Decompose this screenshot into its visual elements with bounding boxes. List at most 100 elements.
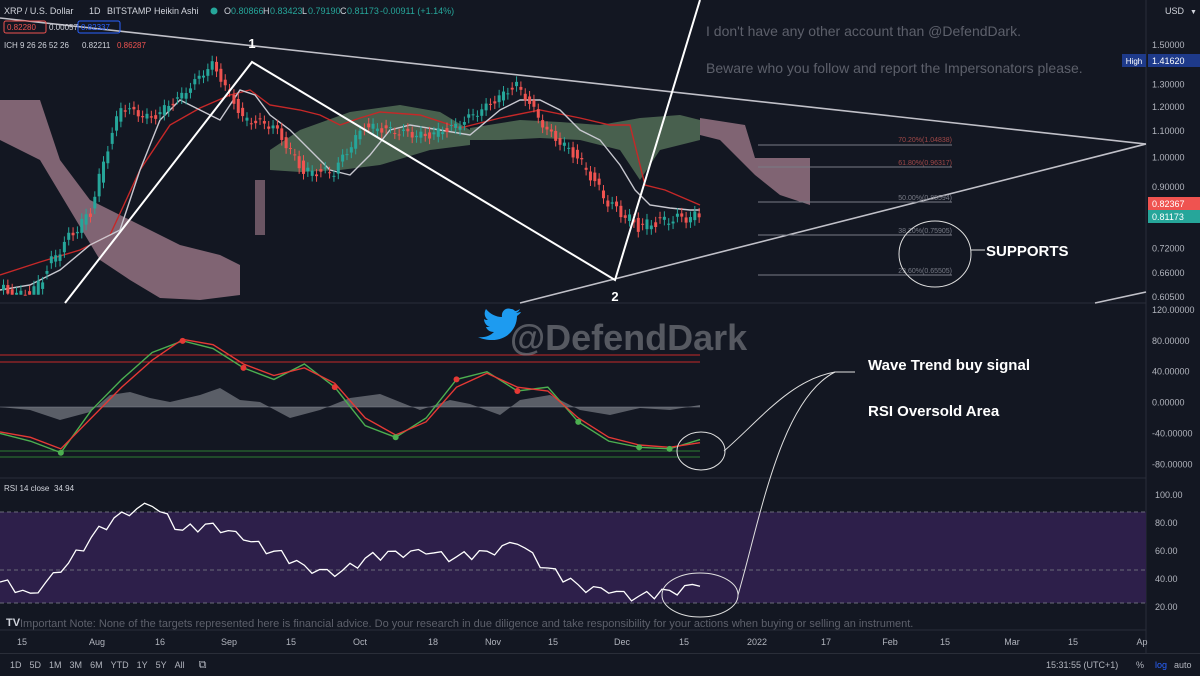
candle-body bbox=[428, 132, 432, 139]
clock[interactable]: 15:31:55 (UTC+1) bbox=[1046, 660, 1119, 670]
candle-body bbox=[123, 110, 127, 112]
wt-dot bbox=[636, 444, 643, 451]
time-tick-label: Dec bbox=[614, 637, 631, 647]
candle-body bbox=[380, 128, 384, 133]
candle-body bbox=[128, 108, 132, 110]
candle-body bbox=[549, 129, 553, 132]
time-tick-label: Ap bbox=[1136, 637, 1147, 647]
supports-ellipse bbox=[898, 220, 972, 288]
candle-body bbox=[193, 79, 197, 85]
symbol-name[interactable]: XRP / U.S. Dollar bbox=[4, 6, 73, 16]
candle-body bbox=[484, 103, 488, 111]
price-tick-label: 1.20000 bbox=[1152, 102, 1185, 112]
calendar-icon[interactable]: ⧉ bbox=[198, 658, 207, 671]
fib-label-236: 23.60%(0.65505) bbox=[898, 268, 952, 275]
candle-body bbox=[458, 126, 462, 130]
timeframe-1y[interactable]: 1Y bbox=[136, 660, 148, 670]
candle-body bbox=[462, 122, 466, 125]
fib-label-50: 50.00%(0.85594) bbox=[898, 195, 952, 202]
wt-tick-label: 0.00000 bbox=[1152, 398, 1185, 408]
candle-body bbox=[167, 105, 171, 112]
timeframe-5y[interactable]: 5Y bbox=[155, 660, 167, 670]
candle-body bbox=[302, 160, 305, 174]
time-tick-label: Aug bbox=[89, 637, 105, 647]
high-badge-value: 1.41620 bbox=[1152, 56, 1185, 66]
wave-trend-label: Wave Trend buy signal bbox=[868, 357, 1030, 374]
wt-dot bbox=[331, 384, 338, 391]
candle-body bbox=[23, 294, 27, 296]
candle-body bbox=[467, 114, 471, 118]
interval: 1D bbox=[89, 6, 101, 16]
open-label: O bbox=[224, 6, 231, 16]
timeframe-3m[interactable]: 3M bbox=[69, 660, 83, 670]
percent-toggle[interactable]: % bbox=[1136, 660, 1145, 670]
wt-dot bbox=[240, 364, 247, 371]
time-tick-label: 15 bbox=[17, 637, 27, 647]
cloud-bear-2 bbox=[700, 118, 810, 205]
time-tick-label: Mar bbox=[1004, 637, 1020, 647]
candle-body bbox=[684, 217, 688, 223]
candle-body bbox=[680, 213, 684, 217]
candle-body bbox=[475, 115, 479, 117]
timeframe-all[interactable]: All bbox=[174, 660, 185, 670]
time-tick-label: Sep bbox=[221, 637, 237, 647]
candle-body bbox=[671, 221, 675, 224]
change-value: -0.00911 (+1.14%) bbox=[380, 6, 454, 16]
candle-body bbox=[145, 113, 149, 119]
time-axis[interactable]: 15 Aug 16 Sep 15 Oct 18 Nov 15 Dec 15 2022 17 Feb 15 Ma… bbox=[17, 637, 1148, 647]
timeframe-ytd[interactable]: YTD bbox=[110, 660, 129, 670]
candle-body bbox=[636, 217, 640, 232]
rsi-axis[interactable]: 100.00 80.00 60.00 40.00 20.00 bbox=[1155, 490, 1183, 612]
price-tick-label: 0.90000 bbox=[1152, 182, 1185, 192]
currency-label[interactable]: USD bbox=[1165, 6, 1185, 16]
rsi-legend-value: 34.94 bbox=[54, 484, 75, 493]
candle-body bbox=[15, 292, 19, 295]
high-badge-tag bbox=[1122, 54, 1146, 67]
candle-body bbox=[102, 161, 105, 183]
candle-body bbox=[384, 125, 388, 129]
candle-body bbox=[149, 116, 153, 118]
bid-value: 0.82280 bbox=[7, 23, 36, 32]
candle-body bbox=[341, 154, 345, 162]
status-dot-icon bbox=[210, 7, 218, 15]
candle-body bbox=[454, 123, 458, 128]
timeframe-1m[interactable]: 1M bbox=[49, 660, 62, 670]
time-tick-label: 15 bbox=[940, 637, 950, 647]
low-value: 0.79190 bbox=[308, 6, 341, 16]
candle-body bbox=[262, 121, 266, 124]
candle-body bbox=[184, 93, 188, 99]
candle-body bbox=[588, 171, 592, 181]
candle-body bbox=[280, 128, 284, 140]
candle-body bbox=[141, 116, 145, 118]
price-tick-label: 0.72000 bbox=[1152, 244, 1185, 254]
currency-dropdown-icon[interactable]: ▼ bbox=[1190, 9, 1197, 16]
candle-body bbox=[49, 256, 53, 264]
candle-body bbox=[432, 132, 436, 135]
candle-body bbox=[615, 201, 619, 207]
candle-body bbox=[493, 101, 497, 104]
candle-body bbox=[441, 132, 445, 135]
wave-lines bbox=[64, 0, 701, 304]
timeframe-1d[interactable]: 1D bbox=[10, 660, 22, 670]
auto-toggle[interactable]: auto bbox=[1174, 660, 1192, 670]
candle-body bbox=[536, 109, 540, 118]
candle-body bbox=[175, 97, 179, 99]
timeframe-5d[interactable]: 5D bbox=[29, 660, 42, 670]
ask-box[interactable] bbox=[77, 20, 121, 34]
wt-tick-label: -80.00000 bbox=[1152, 459, 1193, 469]
candle-body bbox=[358, 130, 362, 140]
candle-body bbox=[388, 127, 392, 129]
wt-axis[interactable]: 120.00000 80.00000 40.00000 0.00000 -40.0000… bbox=[1152, 305, 1195, 469]
candle-body bbox=[523, 93, 527, 101]
time-tick-label: Oct bbox=[353, 637, 368, 647]
price-tick-label: 1.10000 bbox=[1152, 126, 1185, 136]
timeframe-6m[interactable]: 6M bbox=[90, 660, 103, 670]
lower-support-line bbox=[1094, 291, 1147, 304]
log-toggle[interactable]: log bbox=[1155, 660, 1168, 670]
high-badge bbox=[1148, 54, 1200, 67]
bottom-toolbar: 1D 5D 1M 3M 6M YTD 1Y 5Y All ⧉ 15:31:55 (UTC+1) … bbox=[0, 653, 1200, 676]
legend: XRP / U.S. Dollar 1D BITSTAMP Heikin Ash… bbox=[3, 6, 454, 493]
bid-box[interactable] bbox=[3, 20, 47, 34]
low-label: L bbox=[302, 6, 307, 16]
